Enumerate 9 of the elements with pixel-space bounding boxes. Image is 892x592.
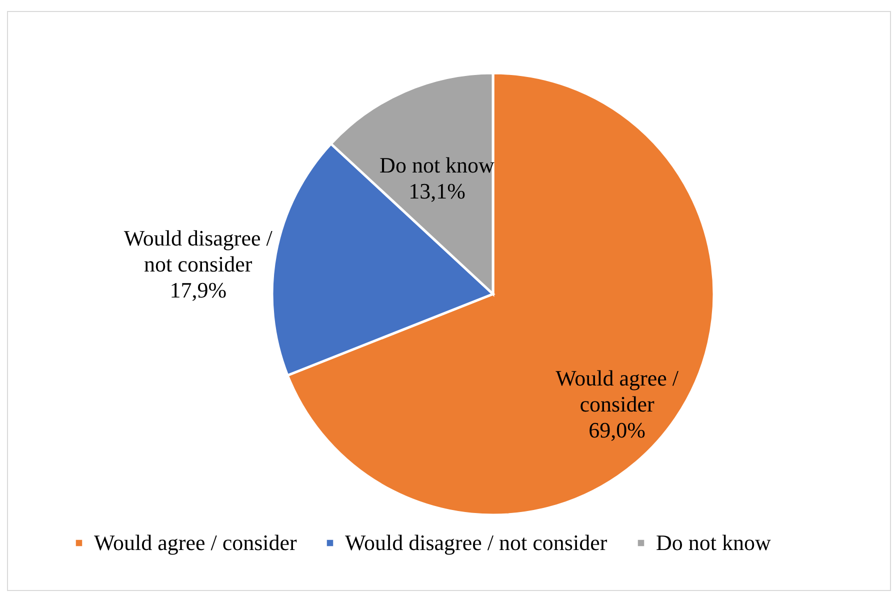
slice-label: Would agree / consider: [556, 365, 680, 416]
data-label: 69,0%: [588, 417, 646, 442]
slice-label: Would disagree / not consider: [124, 226, 274, 277]
legend-label: Would disagree / not consider: [345, 530, 608, 555]
slice-label: Do not know: [380, 152, 495, 178]
data-label: 13,1%: [408, 178, 466, 204]
data-label: 17,9%: [170, 278, 227, 303]
legend-label: Do not know: [656, 530, 771, 555]
legend-label: Would agree / consider: [94, 530, 298, 555]
